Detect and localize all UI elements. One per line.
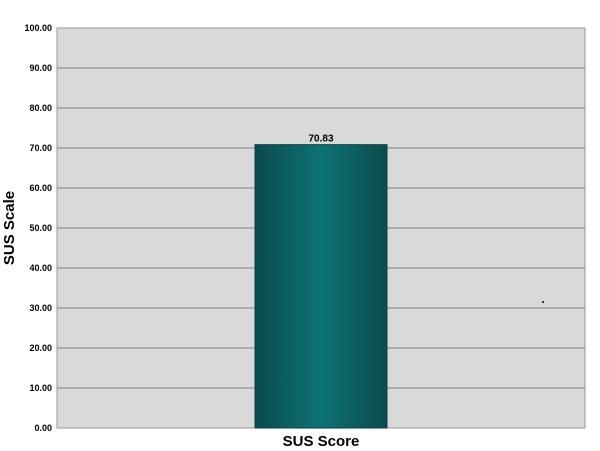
- y-tick-label: 90.00: [29, 63, 52, 73]
- x-category-label: SUS Score: [283, 433, 360, 450]
- y-tick-label: 30.00: [29, 303, 52, 313]
- stray-dot: [542, 301, 544, 303]
- bars: 70.83: [254, 134, 388, 429]
- y-tick-label: 100.00: [24, 23, 52, 33]
- bar: [254, 144, 388, 429]
- y-tick-label: 10.00: [29, 383, 52, 393]
- y-tick-label: 80.00: [29, 103, 52, 113]
- y-tick-label: 50.00: [29, 223, 52, 233]
- y-tick-label: 40.00: [29, 263, 52, 273]
- y-axis-ticks: 0.00 10.00 20.00 30.00 40.00 50.00 60.00 70.00 8…: [24, 23, 52, 433]
- y-tick-label: 0.00: [34, 423, 52, 433]
- bar-data-label: 70.83: [308, 134, 333, 145]
- y-tick-label: 70.00: [29, 143, 52, 153]
- y-tick-label: 20.00: [29, 343, 52, 353]
- x-axis-labels: SUS Score: [283, 433, 360, 450]
- y-tick-label: 60.00: [29, 183, 52, 193]
- y-axis-title: SUS Scale: [1, 191, 18, 265]
